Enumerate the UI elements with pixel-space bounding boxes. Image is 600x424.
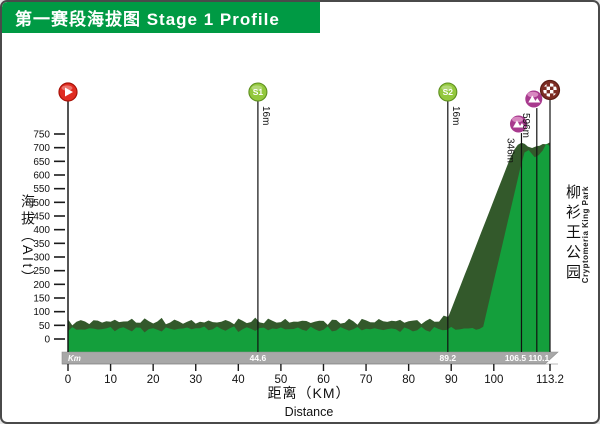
y-axis-tick-label: 350 bbox=[33, 239, 50, 250]
finish-venue-label: 柳衫王公园 Cryptomeria King Park bbox=[564, 184, 590, 284]
x-axis-tick-label: 90 bbox=[445, 374, 458, 386]
y-axis-tick-label: 0 bbox=[44, 335, 50, 346]
y-axis-tick-label: 750 bbox=[33, 130, 50, 141]
y-axis: 0 50 100 150 200 250 300 350 400 450 500 550 600 650 7… bbox=[33, 100, 69, 352]
sprint-icon-gloss bbox=[441, 85, 453, 91]
sprint-2-marker: S2 16m bbox=[438, 82, 461, 352]
y-axis-tick-label: 550 bbox=[33, 184, 50, 195]
x-axis-tick-label: 70 bbox=[360, 374, 373, 386]
distance-bar-km-label: 44.6 bbox=[250, 353, 267, 363]
y-axis-tick-label: 400 bbox=[33, 225, 50, 236]
finish-marker bbox=[539, 79, 561, 352]
y-axis-tick-label: 150 bbox=[33, 294, 50, 305]
x-axis: 0 10 20 30 40 50 60 70 80 90 100 113.2 bbox=[62, 363, 564, 386]
x-axis-tick-label: 40 bbox=[232, 374, 245, 386]
profile-shadow-area bbox=[68, 142, 550, 352]
mountain-icon-small bbox=[534, 98, 541, 103]
distance-bar-km-label: 89.2 bbox=[440, 353, 457, 363]
x-axis-tick-label: 80 bbox=[402, 374, 415, 386]
y-axis-tick-label: 500 bbox=[33, 198, 50, 209]
distance-bar bbox=[61, 351, 559, 365]
y-axis-tick-label: 450 bbox=[33, 212, 50, 223]
y-axis-tick-label: 100 bbox=[33, 307, 50, 318]
mountain-icon bbox=[528, 95, 537, 103]
climb-1-marker-altitude-label: 346m bbox=[504, 138, 515, 163]
mountain-icon-small bbox=[518, 123, 525, 128]
y-axis-tick-label: 200 bbox=[33, 280, 50, 291]
x-axis-tick-label: 30 bbox=[189, 374, 202, 386]
y-axis-tick-label: 50 bbox=[39, 321, 51, 332]
venue-name-cjk: 柳衫王公园 bbox=[564, 184, 581, 284]
x-axis-tick-label: 100 bbox=[484, 374, 503, 386]
climb-2-marker: 596m bbox=[520, 89, 544, 352]
mountain-icon bbox=[512, 120, 521, 128]
page-title: 第一赛段海拔图 Stage 1 Profile bbox=[15, 10, 280, 29]
venue-name-en: Cryptomeria King Park bbox=[581, 186, 590, 284]
x-axis-tick-label: 20 bbox=[147, 374, 160, 386]
y-axis-tick-label: 700 bbox=[33, 143, 50, 154]
climb-1-marker: 346m bbox=[504, 114, 528, 352]
x-axis-title-cjk: 距离（KM） bbox=[267, 385, 351, 401]
y-axis-tick-label: 250 bbox=[33, 266, 50, 277]
distance-bar-unit-label: Km bbox=[68, 354, 81, 363]
play-icon bbox=[65, 87, 73, 97]
title-bar: 第一赛段海拔图 Stage 1 Profile bbox=[2, 2, 320, 33]
y-axis-tick-label: 650 bbox=[33, 157, 50, 168]
sprint-label: S2 bbox=[443, 87, 454, 97]
x-axis-title: 距离（KM） Distance bbox=[68, 383, 550, 419]
x-axis-title-en: Distance bbox=[284, 405, 334, 419]
x-axis-tick-label: 60 bbox=[317, 374, 330, 386]
sprint-1-marker-altitude-label: 16m bbox=[260, 106, 271, 125]
start-icon-gloss bbox=[61, 85, 73, 91]
y-axis-tick-label: 600 bbox=[33, 171, 50, 182]
sprint-icon bbox=[438, 82, 458, 102]
distance-bar-km-label: 110.1 bbox=[528, 353, 549, 363]
distance-bar-km-label: 106.5 bbox=[505, 353, 527, 363]
sprint-label: S1 bbox=[253, 87, 264, 97]
sprint-1-marker: S1 16m bbox=[248, 82, 271, 352]
climb-2-marker-altitude-label: 596m bbox=[520, 113, 531, 138]
sprint-2-marker-altitude-label: 16m bbox=[450, 106, 461, 125]
start-marker bbox=[58, 82, 78, 352]
sprint-icon bbox=[248, 82, 268, 102]
x-axis-tick-label: 50 bbox=[274, 374, 287, 386]
x-axis-tick-label: 10 bbox=[104, 374, 117, 386]
x-axis-tick-label: 113.2 bbox=[536, 374, 564, 386]
x-axis-tick-label: 0 bbox=[65, 374, 71, 386]
climb-icon-gloss bbox=[527, 91, 539, 98]
sprint-icon-gloss bbox=[251, 85, 263, 91]
profile-area bbox=[68, 143, 550, 352]
y-axis-title: 海拔（Alt） bbox=[20, 194, 36, 288]
y-axis-tick-label: 300 bbox=[33, 253, 50, 264]
climb-icon-gloss bbox=[511, 116, 523, 123]
